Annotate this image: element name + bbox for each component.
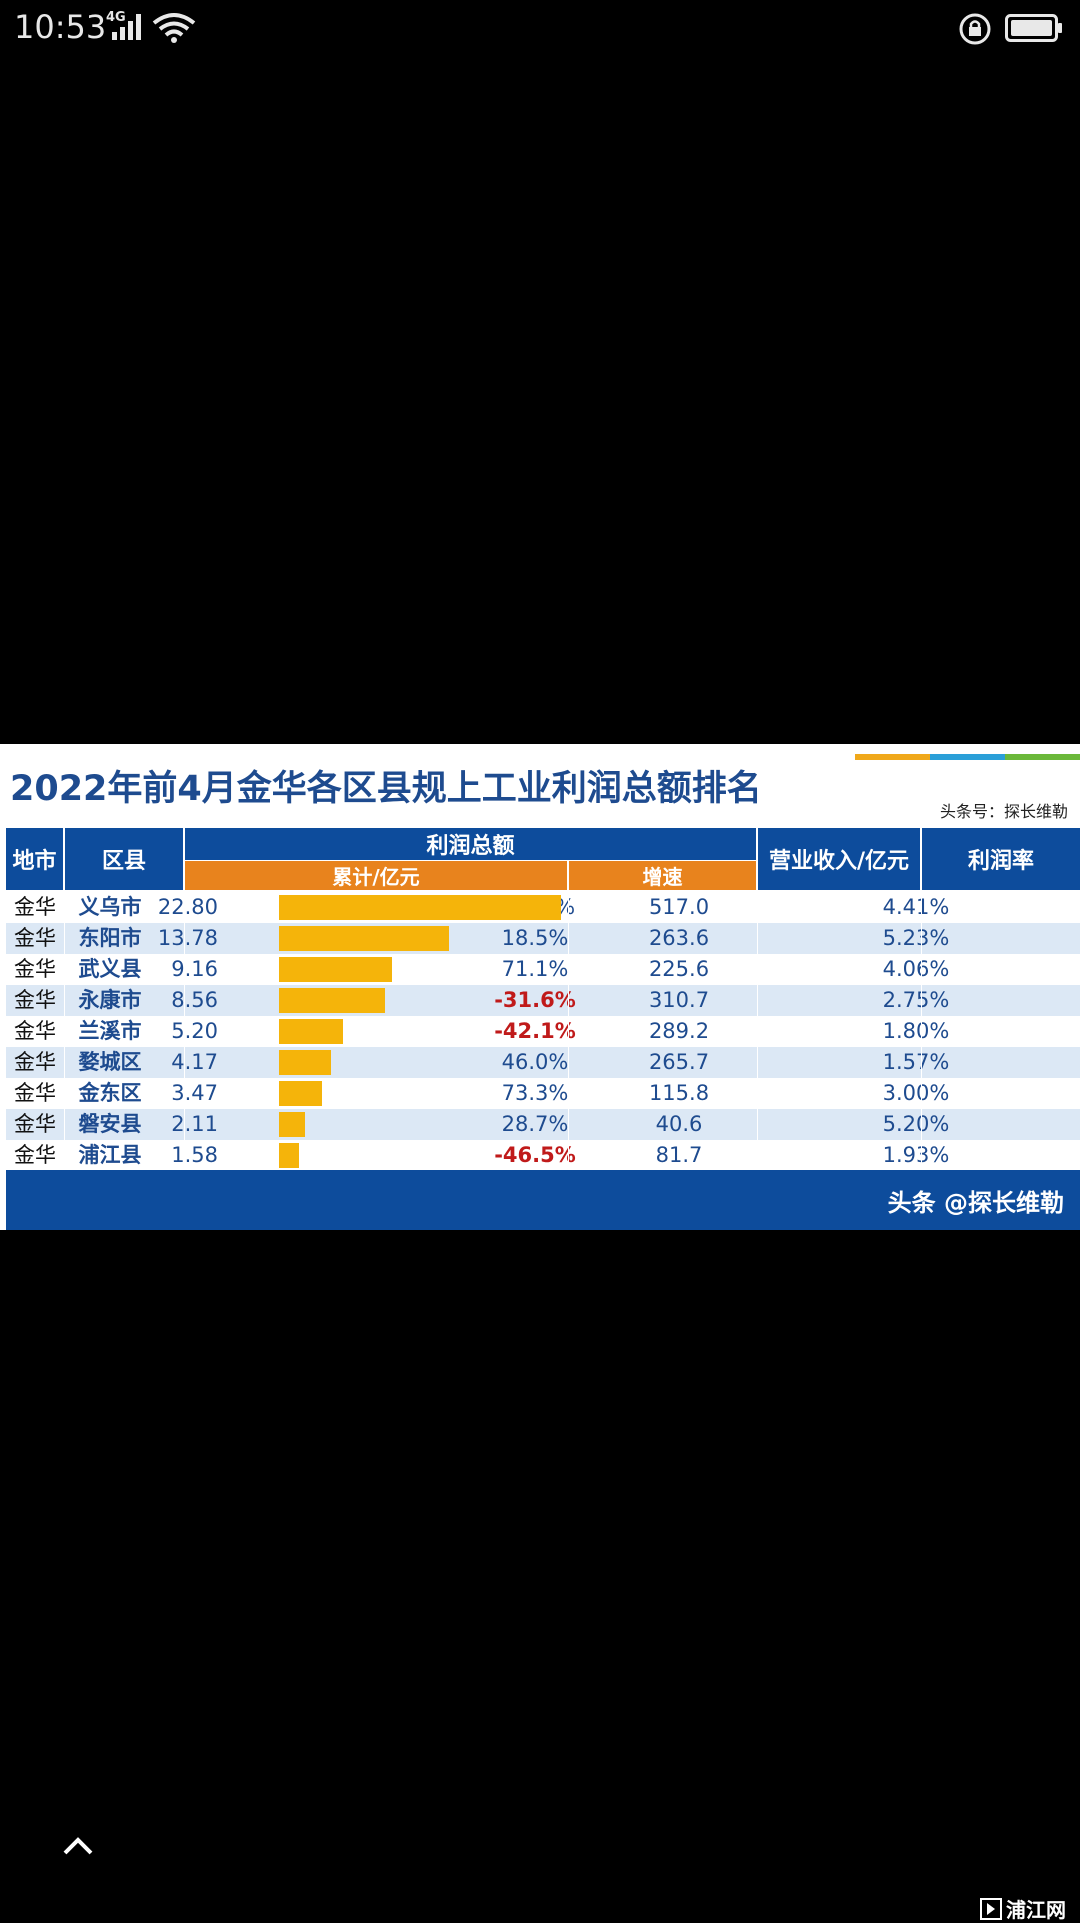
county-cell: 浦江县 <box>78 1143 142 1167</box>
revenue-cell: 265.7 <box>648 1050 710 1074</box>
revenue-cell: 115.8 <box>648 1081 710 1105</box>
profit-amount-cell: 9.16 <box>171 957 218 981</box>
table-row: 金华 东阳市 13.78 18.5% 263.6 5.23% <box>6 923 1080 954</box>
profit-growth-cell: 71.1% <box>501 957 569 981</box>
card-title: 2022年前4月金华各区县规上工业利润总额排名 <box>10 769 762 809</box>
table-row: 金华 浦江县 1.58 -46.5% 81.7 1.93% <box>6 1140 1080 1171</box>
up-chevron-icon[interactable] <box>62 1836 94 1856</box>
profit-bar <box>279 1112 305 1137</box>
battery-icon <box>1005 14 1062 42</box>
city-cell: 金华 <box>14 895 56 919</box>
header-county: 区县 <box>65 828 183 890</box>
revenue-cell: 81.7 <box>655 1143 703 1167</box>
header-profit-rate: 利润率 <box>922 828 1080 890</box>
profit-rate-cell: 5.20% <box>882 1112 950 1136</box>
county-cell: 金东区 <box>78 1081 142 1105</box>
profit-bar <box>279 1050 331 1075</box>
profit-rate-cell: 4.41% <box>882 895 950 919</box>
play-icon <box>980 1897 1002 1920</box>
county-cell: 武义县 <box>78 957 142 981</box>
profit-amount-cell: 5.20 <box>171 1019 218 1043</box>
profit-amount-cell: 2.11 <box>171 1112 218 1136</box>
county-cell: 兰溪市 <box>78 1019 142 1043</box>
header-profit-cumulative: 累计/亿元 <box>185 861 567 890</box>
network-type: 4G <box>106 10 126 25</box>
profit-bar <box>279 1019 343 1044</box>
header-city: 地市 <box>6 828 63 890</box>
profit-growth-cell: 18.5% <box>501 926 569 950</box>
revenue-cell: 263.6 <box>648 926 710 950</box>
city-cell: 金华 <box>14 1081 56 1105</box>
profit-bar <box>279 988 385 1013</box>
table-row: 金华 磐安县 2.11 28.7% 40.6 5.20% <box>6 1109 1080 1140</box>
profit-rate-cell: 3.00% <box>882 1081 950 1105</box>
profit-amount-cell: 22.80 <box>157 895 218 919</box>
profit-bar <box>279 1143 299 1168</box>
profit-growth-cell: -42.1% <box>494 1019 576 1043</box>
ranking-card: 2022年前4月金华各区县规上工业利润总额排名 头条号：探长维勒 地市 区县 利… <box>0 744 1080 1230</box>
profit-rate-cell: 1.93% <box>882 1143 950 1167</box>
city-cell: 金华 <box>14 1019 56 1043</box>
county-cell: 磐安县 <box>78 1112 142 1136</box>
county-cell: 东阳市 <box>78 926 142 950</box>
city-cell: 金华 <box>14 1050 56 1074</box>
revenue-cell: 225.6 <box>648 957 710 981</box>
profit-growth-cell: 73.3% <box>501 1081 569 1105</box>
brand-logo: 浦江网 <box>980 1894 1066 1923</box>
profit-rate-cell: 4.06% <box>882 957 950 981</box>
profit-rate-cell: 2.75% <box>882 988 950 1012</box>
profit-bar <box>279 957 392 982</box>
profit-rate-cell: 5.23% <box>882 926 950 950</box>
table-row: 金华 永康市 8.56 -31.6% 310.7 2.75% <box>6 985 1080 1016</box>
table-row: 金华 婺城区 4.17 46.0% 265.7 1.57% <box>6 1047 1080 1078</box>
profit-amount-cell: 13.78 <box>157 926 218 950</box>
city-cell: 金华 <box>14 1143 56 1167</box>
county-cell: 永康市 <box>78 988 142 1012</box>
status-time: 10:53 <box>14 8 107 46</box>
city-cell: 金华 <box>14 988 56 1012</box>
profit-growth-cell: -31.6% <box>494 988 576 1012</box>
signal-icon <box>112 14 141 40</box>
county-cell: 婺城区 <box>78 1050 142 1074</box>
city-cell: 金华 <box>14 957 56 981</box>
header-profit-group: 利润总额 <box>185 828 756 860</box>
profit-amount-cell: 4.17 <box>171 1050 218 1074</box>
profit-amount-cell: 3.47 <box>171 1081 218 1105</box>
profit-growth-cell: -46.5% <box>494 1143 576 1167</box>
profit-growth-cell: 46.0% <box>501 1050 569 1074</box>
revenue-cell: 40.6 <box>655 1112 703 1136</box>
footer-watermark: 头条 @探长维勒 <box>887 1189 1064 1217</box>
footer-band: 头条 @探长维勒 <box>6 1170 1080 1230</box>
county-cell: 义乌市 <box>78 895 142 919</box>
brand-text: 浦江网 <box>1006 1898 1066 1922</box>
revenue-cell: 517.0 <box>648 895 710 919</box>
revenue-cell: 310.7 <box>648 988 710 1012</box>
profit-bar <box>279 895 561 920</box>
table-row: 金华 兰溪市 5.20 -42.1% 289.2 1.80% <box>6 1016 1080 1047</box>
header-revenue: 营业收入/亿元 <box>758 828 920 890</box>
profit-bar <box>279 926 449 951</box>
profit-growth-cell: 28.7% <box>501 1112 569 1136</box>
table-row: 金华 金东区 3.47 73.3% 115.8 3.00% <box>6 1078 1080 1109</box>
header-profit-growth: 增速 <box>569 861 756 890</box>
city-cell: 金华 <box>14 1112 56 1136</box>
profit-rate-cell: 1.57% <box>882 1050 950 1074</box>
profit-amount-cell: 8.56 <box>171 988 218 1012</box>
city-cell: 金华 <box>14 926 56 950</box>
wifi-icon <box>152 13 196 43</box>
revenue-cell: 289.2 <box>648 1019 710 1043</box>
source-label: 头条号：探长维勒 <box>939 802 1068 821</box>
status-bar: 10:53 4G <box>0 0 1080 60</box>
table-row: 金华 武义县 9.16 71.1% 225.6 4.06% <box>6 954 1080 985</box>
profit-amount-cell: 1.58 <box>171 1143 218 1167</box>
rotation-lock-icon <box>959 13 991 45</box>
accent-bar <box>855 754 1080 760</box>
profit-rate-cell: 1.80% <box>882 1019 950 1043</box>
profit-bar <box>279 1081 322 1106</box>
